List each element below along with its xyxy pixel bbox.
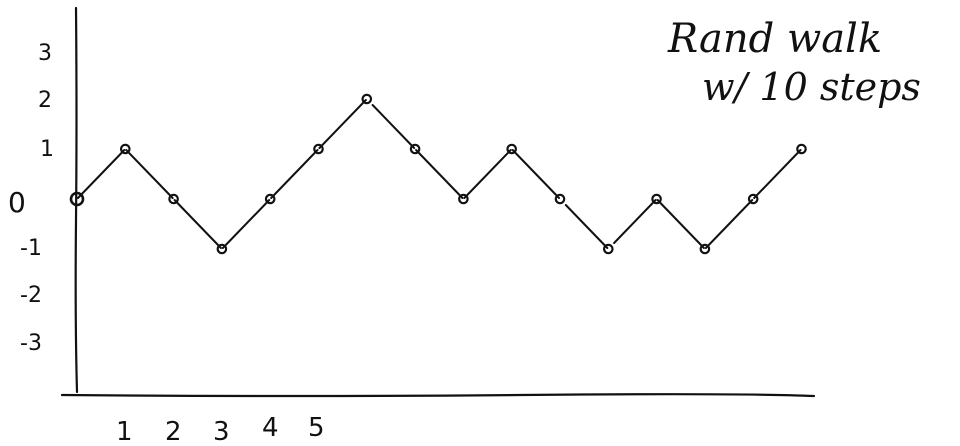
walk-point xyxy=(361,93,373,105)
walk-point xyxy=(506,143,517,155)
walk-segment xyxy=(613,199,657,244)
y-tick-label: -2 xyxy=(20,283,42,308)
walk-segment xyxy=(564,204,609,249)
walk-segment xyxy=(371,104,416,149)
walk-point xyxy=(120,143,131,155)
walk-point xyxy=(216,243,228,255)
x-tick-label: 4 xyxy=(262,413,279,443)
x-tick-label: 3 xyxy=(213,417,230,446)
y-axis-line xyxy=(74,6,79,394)
walk-point xyxy=(313,143,324,155)
y-tick-labels: 3 2 1 0 -1 -2 -3 xyxy=(8,41,54,356)
walk-segment xyxy=(221,199,271,249)
walk-segment xyxy=(76,149,126,199)
walk-segment xyxy=(753,149,802,199)
y-tick-label: 3 xyxy=(38,41,52,66)
x-tick-label: 2 xyxy=(165,417,182,446)
x-axis-line xyxy=(60,393,816,398)
walk-segment xyxy=(415,149,464,199)
walk-point xyxy=(168,193,179,205)
walk-point xyxy=(409,143,421,155)
x-tick-label: 5 xyxy=(308,413,325,443)
x-tick-labels: 1 2 3 4 5 xyxy=(116,413,325,446)
y-tick-label: -3 xyxy=(20,331,42,356)
y-tick-label: -1 xyxy=(20,236,42,261)
walk-segment xyxy=(318,99,367,149)
walk-point xyxy=(796,143,807,155)
walk-segment xyxy=(463,149,512,199)
note-line-2: w/ 10 steps xyxy=(702,65,921,109)
walk-point xyxy=(747,193,759,205)
walk-point xyxy=(651,193,662,205)
walk-segment xyxy=(270,149,319,199)
walk-point xyxy=(554,193,566,205)
y-tick-label: 1 xyxy=(40,137,54,162)
walk-point xyxy=(602,243,614,255)
note-line-1: Rand walk xyxy=(667,16,882,62)
walk-point xyxy=(264,193,276,205)
walk-point xyxy=(458,193,469,205)
walk-segment xyxy=(511,149,561,199)
y-tick-label: 0 xyxy=(8,186,26,219)
x-tick-label: 1 xyxy=(116,417,133,446)
walk-point xyxy=(699,243,711,255)
walk-segment xyxy=(656,199,705,249)
walk-segment xyxy=(704,199,754,249)
walk-series xyxy=(69,93,807,255)
walk-segment xyxy=(173,199,222,249)
y-tick-label: 2 xyxy=(38,88,52,113)
walk-segment xyxy=(125,149,174,199)
walk-point xyxy=(69,191,85,207)
